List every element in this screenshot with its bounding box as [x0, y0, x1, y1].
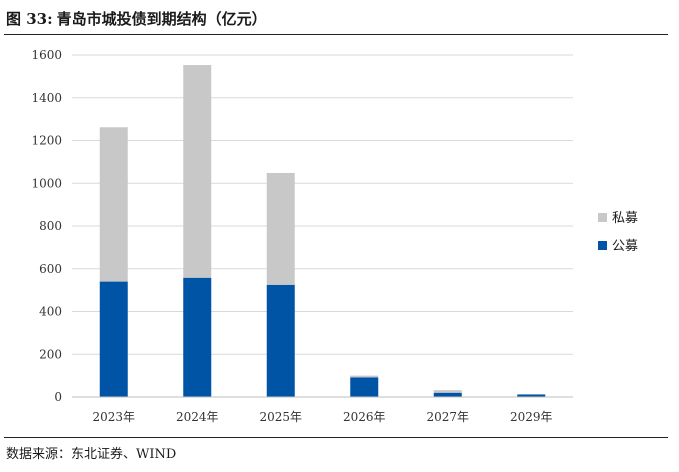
- legend-swatch-private: [598, 213, 607, 222]
- bar-public-2: [266, 284, 295, 397]
- bars: [99, 65, 546, 397]
- y-tick-label: 1200: [31, 134, 62, 148]
- legend-label-public: 公募: [612, 239, 638, 254]
- y-tick-label: 1000: [31, 176, 62, 190]
- y-tick-label: 400: [39, 305, 62, 319]
- axes: 0 200 400 600 800 1000 1200 1400 1600 2023年 2024年 2…: [31, 48, 573, 424]
- y-tick-label: 1600: [31, 48, 62, 62]
- legend-label-private: 私募: [612, 211, 638, 226]
- legend-swatch-public: [598, 241, 607, 250]
- figure-title-text: 青岛市城投债到期结构（亿元）: [56, 10, 267, 28]
- gridlines: [72, 54, 573, 355]
- bar-public-3: [350, 377, 379, 397]
- bar-private-1: [183, 65, 212, 278]
- bar-private-3: [350, 375, 379, 378]
- x-tick-label: 2024年: [176, 410, 219, 424]
- figure-title: 图 33: 青岛市城投债到期结构（亿元）: [6, 6, 267, 32]
- bar-public-0: [99, 281, 128, 397]
- bar-public-4: [433, 392, 462, 397]
- y-tick-label: 0: [54, 390, 62, 404]
- x-tick-label: 2026年: [343, 410, 386, 424]
- figure-number: 图 33:: [6, 10, 53, 28]
- bar-public-1: [183, 277, 212, 397]
- source-note: 数据来源：东北证券、WIND: [6, 447, 177, 462]
- y-tick-label: 200: [39, 347, 62, 361]
- bar-public-5: [517, 394, 546, 397]
- y-tick-label: 1400: [31, 91, 62, 105]
- x-tick-label: 2025年: [259, 410, 302, 424]
- x-tick-label: 2027年: [426, 410, 469, 424]
- top-rule: [4, 34, 668, 35]
- bottom-rule: [4, 437, 668, 438]
- bar-private-0: [99, 127, 128, 282]
- y-tick-label: 600: [39, 262, 62, 276]
- bar-private-4: [433, 390, 462, 393]
- bar-private-2: [266, 172, 295, 285]
- x-tick-label: 2023年: [92, 410, 135, 424]
- y-tick-label: 800: [39, 219, 62, 233]
- x-tick-label: 2029年: [510, 410, 553, 424]
